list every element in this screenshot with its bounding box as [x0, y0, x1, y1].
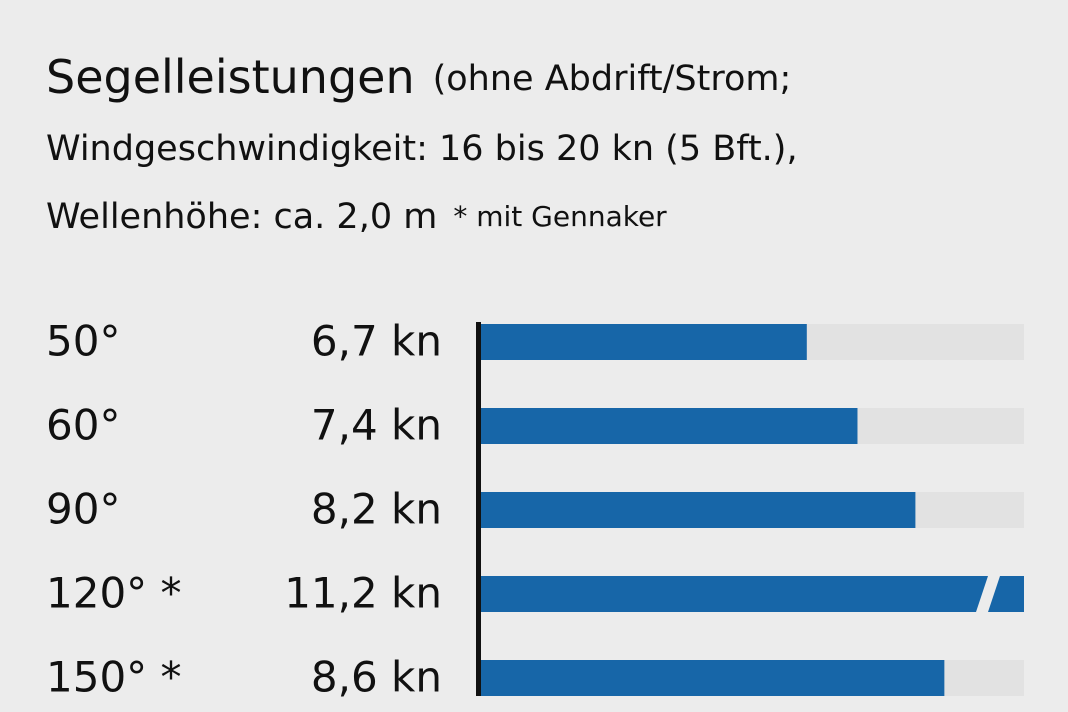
category-label: 90°	[46, 485, 120, 534]
value-label: 8,2 kn	[311, 485, 442, 534]
bar	[481, 660, 945, 696]
value-label: 11,2 kn	[284, 569, 442, 618]
value-label: 6,7 kn	[311, 317, 442, 366]
subtitle: (ohne Abdrift/Strom;	[433, 59, 792, 99]
axis-line	[476, 322, 481, 696]
category-label: 150° *	[46, 653, 182, 702]
bar-break	[976, 576, 1000, 612]
chart-title: Segelleistungen	[46, 50, 415, 104]
subtitle: Wellenhöhe: ca. 2,0 m	[46, 197, 437, 237]
bar	[481, 408, 858, 444]
bar	[481, 492, 916, 528]
category-label: 120° *	[46, 569, 182, 618]
bar	[481, 324, 807, 360]
category-label: 60°	[46, 401, 120, 450]
value-label: 8,6 kn	[311, 653, 442, 702]
subtitle-line: Wellenhöhe: ca. 2,0 m * mit Gennaker	[46, 197, 667, 237]
value-label: 7,4 kn	[311, 401, 442, 450]
chart-title-line: Segelleistungen (ohne Abdrift/Strom;	[46, 50, 791, 104]
note: * mit Gennaker	[453, 200, 667, 233]
category-label: 50°	[46, 317, 120, 366]
bar	[481, 576, 1024, 612]
subtitle: Windgeschwindigkeit: 16 bis 20 kn (5 Bft…	[46, 129, 798, 169]
